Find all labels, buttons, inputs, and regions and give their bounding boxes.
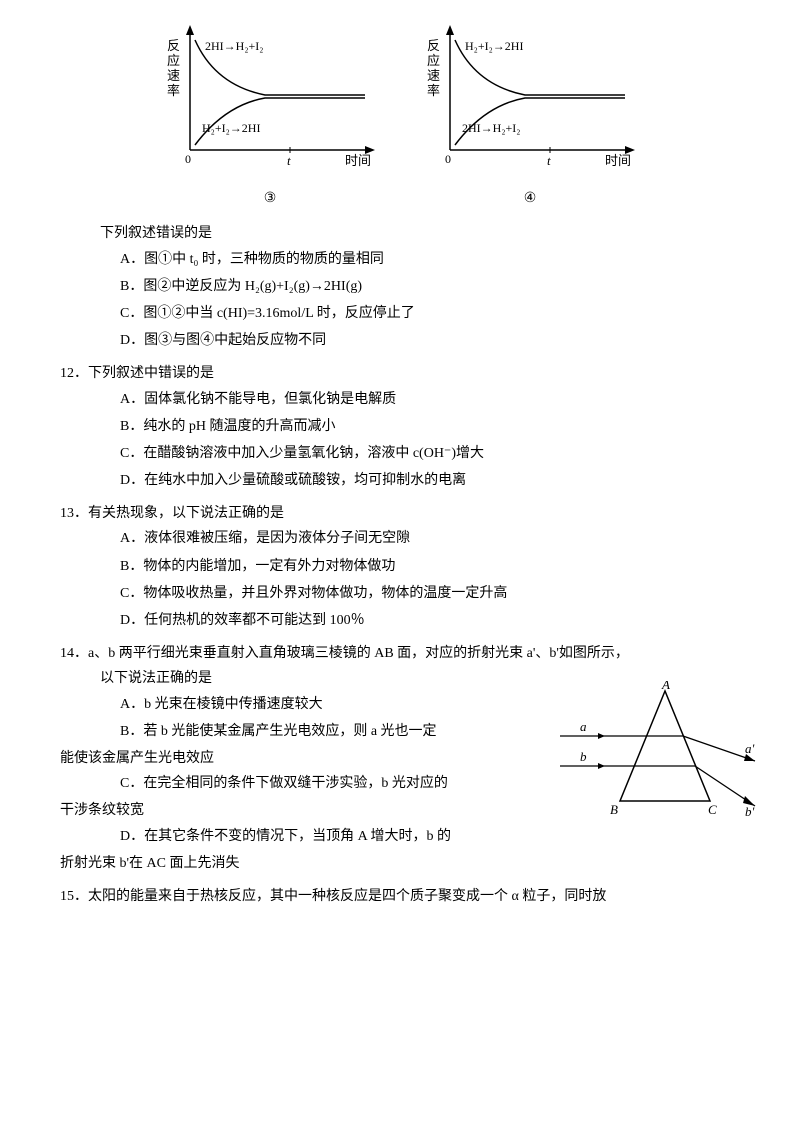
svg-text:率: 率 bbox=[427, 83, 440, 98]
q12-stem: 12．下列叙述中错误的是 bbox=[60, 361, 740, 386]
svg-text:反: 反 bbox=[427, 38, 440, 53]
chart-3-svg: 反 应 速 率 2HI→H₂+I₂ H₂+I₂→2HI t 0 时间 bbox=[155, 20, 385, 175]
ray-b-label: b bbox=[580, 749, 587, 764]
q-pre-opt-b: B．图②中逆反应为 H₂(g)+I₂(g)→2HI(g) bbox=[120, 274, 740, 299]
q12-options: A．固体氯化钠不能导电，但氯化钠是电解质 B．纯水的 pH 随温度的升高而减小 … bbox=[120, 387, 740, 494]
q13-opt-c: C．物体吸收热量，并且外界对物体做功，物体的温度一定升高 bbox=[120, 581, 740, 606]
q-pre-options: A．图①中 t₀ 时，三种物质的物质的量相同 B．图②中逆反应为 H₂(g)+I… bbox=[120, 247, 740, 354]
prism-label-A: A bbox=[661, 681, 670, 692]
q14-opt-b-pre: B．若 b 光能使某金属产生光电效应，则 a 光也一定 bbox=[120, 719, 540, 744]
q14-opt-c-cont: 干涉条纹较宽 bbox=[60, 798, 540, 823]
ray-a-prime-label: a' bbox=[745, 741, 755, 756]
q14-diagram: A B C a a' b b' bbox=[560, 681, 760, 835]
ray-b-prime-label: b' bbox=[745, 804, 755, 819]
chart3-ylabel: 反 bbox=[167, 38, 180, 53]
q-pre-block: 下列叙述错误的是 A．图①中 t₀ 时，三种物质的物质的量相同 B．图②中逆反应… bbox=[60, 221, 740, 353]
q14-opt-a: A．b 光束在棱镜中传播速度较大 bbox=[120, 692, 540, 717]
q12-opt-a: A．固体氯化钠不能导电，但氯化钠是电解质 bbox=[120, 387, 740, 412]
chart-3-container: 反 应 速 率 2HI→H₂+I₂ H₂+I₂→2HI t 0 时间 ③ bbox=[155, 20, 385, 211]
chart4-xlabel: 时间 bbox=[605, 153, 631, 168]
svg-text:应: 应 bbox=[167, 53, 180, 68]
chart-4-number: ④ bbox=[415, 186, 645, 211]
q-pre-opt-a: A．图①中 t₀ 时，三种物质的物质的量相同 bbox=[120, 247, 740, 272]
q12-opt-b: B．纯水的 pH 随温度的升高而减小 bbox=[120, 414, 740, 439]
q12-opt-c: C．在醋酸钠溶液中加入少量氢氧化钠，溶液中 c(OH⁻)增大 bbox=[120, 441, 740, 466]
chart3-xlabel: 时间 bbox=[345, 153, 371, 168]
q14-opt-d-cont: 折射光束 b'在 AC 面上先消失 bbox=[60, 851, 540, 876]
q15-stem: 15．太阳的能量来自于热核反应，其中一种核反应是四个质子聚变成一个 α 粒子，同… bbox=[60, 884, 740, 909]
svg-text:速: 速 bbox=[427, 68, 440, 83]
chart4-bottom-label: 2HI→H₂+I₂ bbox=[462, 121, 520, 135]
chart-4-container: 反 应 速 率 H₂+I₂→2HI 2HI→H₂+I₂ t 0 时间 ④ bbox=[415, 20, 645, 211]
svg-text:0: 0 bbox=[445, 152, 451, 166]
q12-opt-d: D．在纯水中加入少量硫酸或硫酸铵，均可抑制水的电离 bbox=[120, 468, 740, 493]
svg-text:应: 应 bbox=[427, 53, 440, 68]
prism-label-B: B bbox=[610, 802, 618, 817]
q13-block: 13．有关热现象，以下说法正确的是 A．液体很难被压缩，是因为液体分子间无空隙 … bbox=[60, 501, 740, 633]
q13-opt-a: A．液体很难被压缩，是因为液体分子间无空隙 bbox=[120, 526, 740, 551]
q14-opt-b-cont: 能使该金属产生光电效应 bbox=[60, 746, 540, 771]
q14-opt-c-pre: C．在完全相同的条件下做双缝干涉实验，b 光对应的 bbox=[120, 771, 540, 796]
q14-block: A B C a a' b b' 14．a、b 两平行细光束垂直射入直角玻璃三棱镜… bbox=[60, 641, 740, 876]
q13-stem: 13．有关热现象，以下说法正确的是 bbox=[60, 501, 740, 526]
charts-row: 反 应 速 率 2HI→H₂+I₂ H₂+I₂→2HI t 0 时间 ③ 反 应 bbox=[60, 20, 740, 211]
chart3-t-marker: t bbox=[287, 153, 291, 168]
chart-3-number: ③ bbox=[155, 186, 385, 211]
q13-opt-d: D．任何热机的效率都不可能达到 100％ bbox=[120, 608, 740, 633]
q13-opt-b: B．物体的内能增加，一定有外力对物体做功 bbox=[120, 554, 740, 579]
chart4-top-label: H₂+I₂→2HI bbox=[465, 39, 523, 53]
q-pre-intro: 下列叙述错误的是 bbox=[100, 221, 740, 246]
chart3-top-label: 2HI→H₂+I₂ bbox=[205, 39, 263, 53]
q14-opt-d-pre: D．在其它条件不变的情况下，当顶角 A 增大时，b 的 bbox=[120, 824, 540, 849]
q-pre-opt-d: D．图③与图④中起始反应物不同 bbox=[120, 328, 740, 353]
chart3-bottom-label: H₂+I₂→2HI bbox=[202, 121, 260, 135]
svg-text:率: 率 bbox=[167, 83, 180, 98]
chart-4-svg: 反 应 速 率 H₂+I₂→2HI 2HI→H₂+I₂ t 0 时间 bbox=[415, 20, 645, 175]
q15-block: 15．太阳的能量来自于热核反应，其中一种核反应是四个质子聚变成一个 α 粒子，同… bbox=[60, 884, 740, 909]
ray-a-label: a bbox=[580, 719, 587, 734]
q14-stem: 14．a、b 两平行细光束垂直射入直角玻璃三棱镜的 AB 面，对应的折射光束 a… bbox=[60, 641, 740, 666]
chart4-t-marker: t bbox=[547, 153, 551, 168]
q14-options: A．b 光束在棱镜中传播速度较大 B．若 b 光能使某金属产生光电效应，则 a … bbox=[120, 692, 540, 744]
svg-text:速: 速 bbox=[167, 68, 180, 83]
q13-options: A．液体很难被压缩，是因为液体分子间无空隙 B．物体的内能增加，一定有外力对物体… bbox=[120, 526, 740, 633]
q-pre-opt-c: C．图①②中当 c(HI)=3.16mol/L 时，反应停止了 bbox=[120, 301, 740, 326]
prism-label-C: C bbox=[708, 802, 717, 817]
svg-text:0: 0 bbox=[185, 152, 191, 166]
q12-block: 12．下列叙述中错误的是 A．固体氯化钠不能导电，但氯化钠是电解质 B．纯水的 … bbox=[60, 361, 740, 493]
